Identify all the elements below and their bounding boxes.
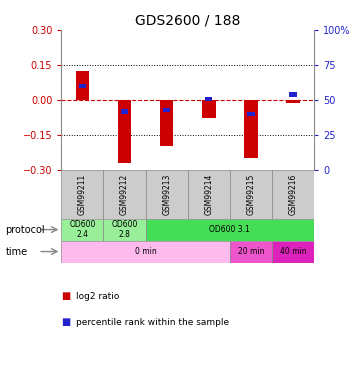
Bar [61, 219, 104, 241]
Bar [230, 241, 272, 262]
Text: 40 min: 40 min [280, 247, 306, 256]
Text: GSM99216: GSM99216 [288, 174, 297, 215]
Bar [104, 219, 145, 241]
Text: percentile rank within the sample: percentile rank within the sample [76, 318, 229, 327]
Bar [202, 100, 216, 118]
Bar [118, 100, 131, 164]
Bar [272, 241, 314, 262]
Bar [272, 170, 314, 219]
Bar [188, 170, 230, 219]
Text: OD600 3.1: OD600 3.1 [209, 225, 250, 234]
Text: 0 min: 0 min [135, 247, 156, 256]
Bar [289, 93, 297, 97]
Bar [104, 170, 145, 219]
Bar [79, 84, 86, 88]
Bar [247, 112, 255, 116]
Text: OD600
2.4: OD600 2.4 [69, 220, 96, 239]
Bar [286, 100, 300, 102]
Bar [145, 219, 314, 241]
Text: ■: ■ [61, 318, 71, 327]
Bar [61, 241, 230, 262]
Bar [145, 170, 188, 219]
Title: GDS2600 / 188: GDS2600 / 188 [135, 13, 240, 27]
Text: GSM99215: GSM99215 [247, 174, 255, 215]
Text: protocol: protocol [5, 225, 45, 235]
Bar [205, 97, 213, 101]
Text: GSM99213: GSM99213 [162, 174, 171, 215]
Text: ■: ■ [61, 291, 71, 301]
Bar [76, 71, 89, 100]
Bar [121, 110, 128, 114]
Bar [160, 100, 173, 146]
Text: GSM99214: GSM99214 [204, 174, 213, 215]
Text: 20 min: 20 min [238, 247, 264, 256]
Bar [61, 170, 104, 219]
Text: GSM99212: GSM99212 [120, 174, 129, 215]
Bar [163, 108, 170, 112]
Text: log2 ratio: log2 ratio [76, 292, 119, 301]
Text: time: time [5, 246, 27, 256]
Text: OD600
2.8: OD600 2.8 [111, 220, 138, 239]
Text: GSM99211: GSM99211 [78, 174, 87, 215]
Bar [244, 100, 258, 158]
Bar [230, 170, 272, 219]
